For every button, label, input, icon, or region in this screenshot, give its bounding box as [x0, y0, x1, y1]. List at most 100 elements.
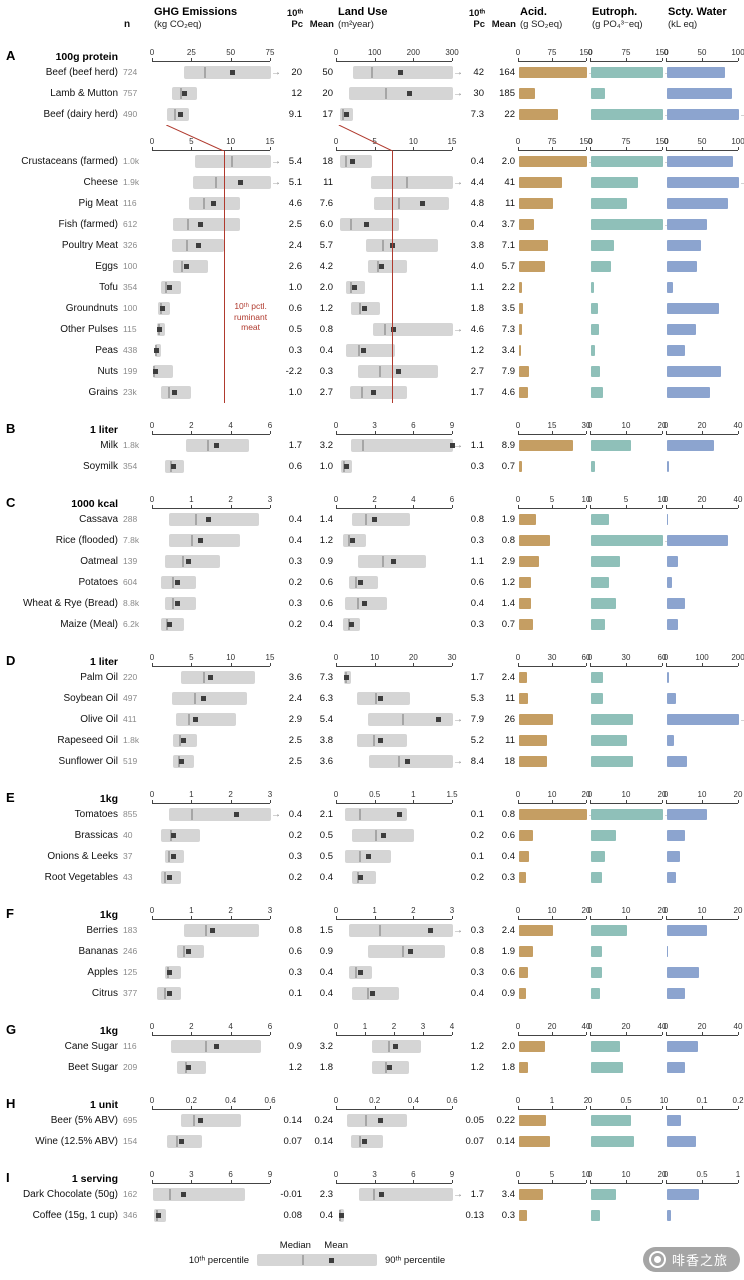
mean-track: → [591, 108, 673, 121]
eutroph-bar-cell [591, 460, 663, 473]
tick-mark [518, 58, 519, 62]
overflow-arrow-icon: → [271, 177, 281, 189]
axis-line: 0 20 40 [664, 419, 742, 436]
land-bar-cell: → [337, 924, 463, 938]
range-track [153, 281, 271, 295]
tick-mark [626, 1032, 627, 1036]
ghg-p10-value: 0.6 [288, 460, 302, 472]
tick-label: 150 [655, 137, 669, 147]
tick-label: 0 [587, 421, 593, 431]
ghg-mean-value: 7.3 [319, 671, 333, 683]
mean-marker [180, 738, 186, 744]
tick-label: 3 [449, 906, 455, 916]
row-label: Brassicas [74, 829, 118, 841]
tick-label: 1 [549, 1096, 555, 1106]
mean-marker [420, 201, 426, 207]
percentile-range-bar [346, 344, 395, 358]
overflow-arrow-icon: → [453, 714, 463, 726]
sample-count: 1.8k [123, 735, 140, 746]
eutro-mean-bar [591, 156, 663, 168]
mean-track [519, 176, 587, 189]
tick-label: 0 [587, 790, 593, 800]
tick-label: 9 [449, 421, 455, 431]
tick-mark [662, 505, 663, 509]
eutroph-bar-cell [591, 671, 663, 684]
tick-mark [662, 1180, 663, 1184]
eutroph-axis: 0 10 20 [588, 904, 666, 921]
tick-label: 1 [372, 906, 377, 916]
tick-label: 50 [697, 137, 707, 147]
eutroph-bar-cell [591, 692, 663, 705]
land-p10-value: 1.2 [470, 344, 484, 356]
median-line [374, 830, 377, 842]
mean-track [667, 692, 739, 705]
eutroph-bar-cell [591, 1209, 663, 1222]
range-track [337, 1114, 453, 1128]
axis-line: 0 25 50 75 [150, 46, 274, 63]
mean-marker [377, 696, 383, 702]
water-mean-bar [667, 366, 721, 378]
mean-track [519, 618, 587, 631]
acid-axis: 0 75 150 [516, 46, 593, 63]
sample-count: 7.8k [123, 535, 140, 546]
land-p10-value: 7.9 [470, 713, 484, 725]
median-line [205, 1041, 208, 1053]
land-p10-value: 8.4 [470, 755, 484, 767]
water-bar-cell [667, 513, 739, 526]
tick-label: 200 [406, 48, 421, 58]
eutro-mean-bar [591, 693, 603, 705]
mean-marker [379, 264, 385, 270]
row-label: Potatoes [78, 576, 118, 588]
land-mean-value: 11 [505, 734, 515, 746]
eutroph-bar-cell [591, 386, 663, 399]
eutro-mean-bar [591, 1115, 631, 1127]
row-label: Bananas [78, 945, 118, 957]
sample-count: 37 [123, 851, 133, 862]
tick-label: 0 [663, 1170, 669, 1180]
row-label: Apples [87, 966, 118, 978]
tick-mark [738, 916, 739, 920]
land-p10-value: 1.1 [470, 555, 484, 567]
eutroph-axis: 0 75 150 [588, 46, 669, 63]
tick-label: 2 [391, 1022, 397, 1032]
water-column-header: Scty. Water (kL eq) [668, 6, 740, 30]
mean-track [519, 692, 587, 705]
section-letter: C [6, 495, 16, 511]
tick-label: 0.2 [369, 1096, 381, 1106]
acid-bar-cell [519, 1135, 587, 1148]
percentile-range-bar [348, 87, 453, 101]
tick-mark [666, 505, 667, 509]
mean-marker [166, 991, 172, 997]
acid-bar-cell [519, 692, 587, 705]
tick-label: 5 [189, 653, 194, 663]
eutro-mean-bar [591, 514, 609, 526]
sample-count: 354 [123, 282, 138, 293]
mean-track [667, 439, 739, 452]
mean-marker [408, 949, 414, 955]
mean-marker [166, 622, 172, 628]
tick-mark [518, 505, 519, 509]
eutro-mean-bar [591, 1210, 600, 1222]
eutro-mean-bar [591, 619, 606, 631]
ghg-bar-cell [153, 924, 271, 938]
mean-track [519, 344, 587, 357]
tick-mark [452, 147, 453, 151]
axis-line: 0 10 20 [516, 904, 590, 921]
section-rows: Cassava 288 0.4 1.4 0.8 1.9 Rice (flooded) 7.8k… [6, 509, 738, 635]
mean-marker [365, 854, 371, 860]
water-mean-bar [667, 282, 674, 294]
ghg-axis: 0 25 50 75 [150, 46, 274, 63]
tick-label: 40 [581, 1022, 591, 1032]
sample-count: 695 [123, 1115, 138, 1126]
tick-label: 10 [697, 790, 707, 800]
land-mean-value: 7.3 [501, 323, 515, 335]
eutro-mean-bar [591, 714, 633, 726]
sample-count: 490 [123, 109, 138, 120]
tick-label: 0 [587, 137, 593, 147]
eutroph-bar-cell [591, 439, 663, 452]
mean-marker [389, 243, 395, 249]
